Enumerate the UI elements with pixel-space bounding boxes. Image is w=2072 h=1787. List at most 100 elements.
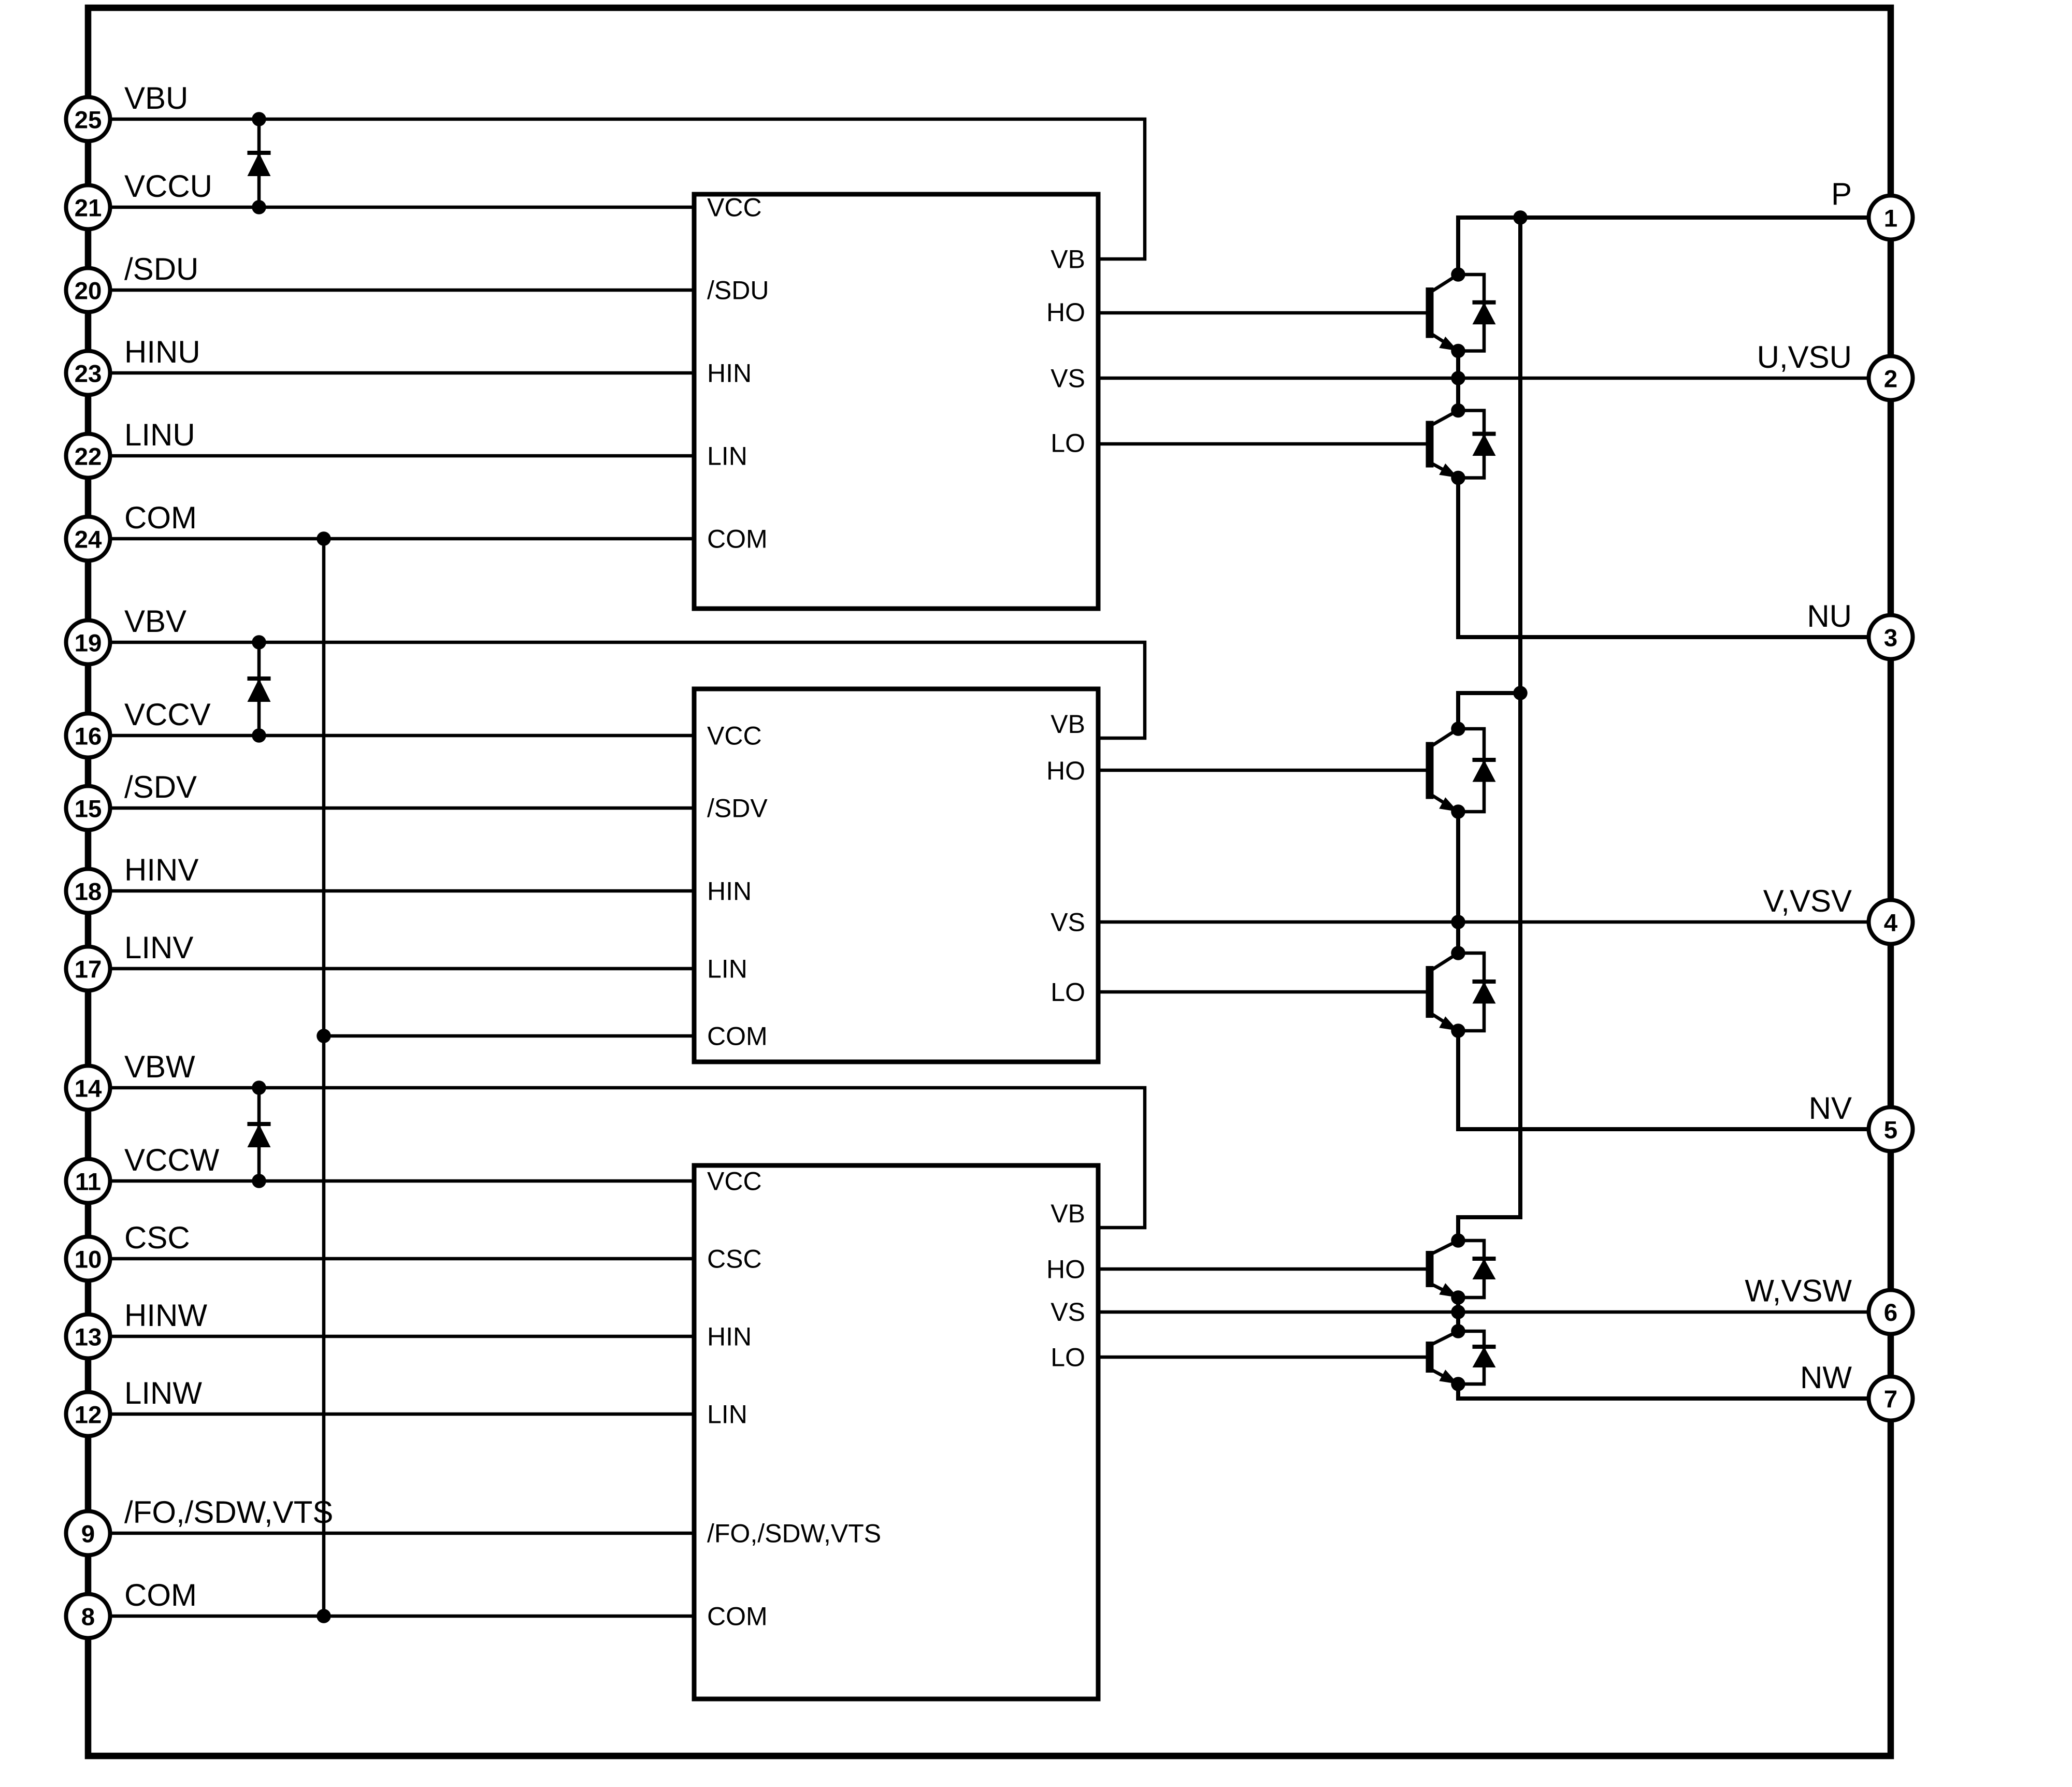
pin-23-label: HINU bbox=[124, 335, 200, 369]
pin-10-number: 10 bbox=[75, 1246, 102, 1274]
u-phase-driver-block: VCC /SDU HIN LIN COM VB HO VS LO bbox=[692, 192, 1101, 611]
w-block-csc-label: CSC bbox=[707, 1245, 762, 1274]
pin-2-number: 2 bbox=[1884, 366, 1897, 393]
u-block-vs-label: VS bbox=[1051, 364, 1085, 393]
pin-6-number: 6 bbox=[1884, 1299, 1897, 1327]
w-phase-driver-block: VCC CSC HIN LIN /FO,/SDW,VTS COM VB HO V… bbox=[692, 1163, 1101, 1702]
u-block-lo-label: LO bbox=[1051, 429, 1085, 458]
pin-7: 7 NW bbox=[1800, 1360, 1915, 1423]
pin-14: 14 VBW bbox=[64, 1049, 195, 1112]
v-block-vs-label: VS bbox=[1051, 908, 1085, 937]
pin-7-number: 7 bbox=[1884, 1386, 1897, 1414]
w-block-lin-label: LIN bbox=[707, 1400, 747, 1429]
pin-12: 12 LINW bbox=[64, 1376, 202, 1438]
pin-22-label: LINU bbox=[124, 417, 195, 452]
u-n-rail bbox=[1456, 478, 1869, 639]
pin-14-number: 14 bbox=[75, 1075, 102, 1103]
pin-2-label: U,VSU bbox=[1757, 340, 1852, 374]
pin-1-number: 1 bbox=[1884, 205, 1897, 233]
w-block-vb-label: VB bbox=[1051, 1199, 1085, 1228]
pin-15-number: 15 bbox=[75, 796, 102, 823]
pin-19-label: VBV bbox=[124, 604, 186, 639]
pin-24: 24 COM bbox=[64, 500, 197, 563]
pin-10: 10 CSC bbox=[64, 1220, 190, 1283]
w-block-vcc-label: VCC bbox=[707, 1167, 762, 1196]
bootstrap-diode-w bbox=[247, 1080, 271, 1188]
pin-10-label: CSC bbox=[124, 1220, 190, 1255]
pin-20-number: 20 bbox=[75, 278, 102, 305]
pin-12-label: LINW bbox=[124, 1376, 202, 1410]
u-block-com-label: COM bbox=[707, 525, 768, 554]
pin-18: 18 HINV bbox=[64, 853, 198, 915]
pin-5: 5 NV bbox=[1809, 1091, 1915, 1154]
right-pins: 1 P 2 U,VSU 3 NU 4 V,VSV 5 NV 6 W,VSW bbox=[1745, 177, 1915, 1423]
driver-output-wires bbox=[1098, 311, 1869, 1359]
igbt-w-low bbox=[1426, 1329, 1496, 1386]
pin-24-number: 24 bbox=[75, 526, 102, 554]
v-n-rail bbox=[1456, 1031, 1869, 1131]
w-block-vs-label: VS bbox=[1051, 1298, 1085, 1327]
pin-23-number: 23 bbox=[75, 361, 102, 388]
igbt-u-high bbox=[1426, 272, 1496, 353]
pin-16-number: 16 bbox=[75, 723, 102, 751]
pin-14-label: VBW bbox=[124, 1049, 195, 1084]
pin-16-label: VCCV bbox=[124, 697, 211, 732]
pin-5-number: 5 bbox=[1884, 1117, 1897, 1144]
junction-dot bbox=[316, 531, 331, 546]
u-block-vb-label: VB bbox=[1051, 245, 1085, 274]
rail-junction-dots bbox=[1451, 267, 1465, 1391]
pin-15: 15 /SDV bbox=[64, 770, 197, 832]
bootstrap-diode-u bbox=[247, 112, 271, 214]
igbt-v-low bbox=[1426, 951, 1496, 1033]
p-drop-to-v-high bbox=[1456, 218, 1522, 729]
com-bus bbox=[316, 531, 694, 1623]
pin-17-number: 17 bbox=[75, 956, 102, 984]
pin-6: 6 W,VSW bbox=[1745, 1274, 1915, 1336]
w-block-hin-label: HIN bbox=[707, 1322, 752, 1351]
pin-22: 22 LINU bbox=[64, 417, 195, 480]
pin-11-label: VCCW bbox=[124, 1143, 220, 1177]
pin-25-label: VBU bbox=[124, 81, 188, 116]
pin-20-label: /SDU bbox=[124, 252, 198, 286]
v-block-vcc-label: VCC bbox=[707, 722, 762, 751]
pin-12-number: 12 bbox=[75, 1402, 102, 1429]
pin-16: 16 VCCV bbox=[64, 697, 211, 760]
junction-dot bbox=[1513, 686, 1528, 700]
pin-9: 9 /FO,/SDW,VTS bbox=[64, 1495, 333, 1558]
u-block-ho-label: HO bbox=[1046, 298, 1085, 327]
junction-dot bbox=[316, 1029, 331, 1043]
pin-21-label: VCCU bbox=[124, 169, 212, 204]
junction-dot bbox=[1513, 210, 1528, 225]
w-block-com-label: COM bbox=[707, 1602, 768, 1631]
pin-21: 21 VCCU bbox=[64, 169, 212, 232]
pin-25-number: 25 bbox=[75, 107, 102, 134]
igbt-w-high bbox=[1426, 1238, 1496, 1300]
pin-11-number: 11 bbox=[75, 1169, 101, 1196]
v-block-vb-label: VB bbox=[1051, 710, 1085, 739]
p-bus bbox=[1456, 210, 1869, 1241]
driver-blocks: VCC /SDU HIN LIN COM VB HO VS LO VCC /SD… bbox=[692, 192, 1101, 1702]
left-pin-wires bbox=[110, 117, 1147, 1618]
wire-vbu bbox=[110, 117, 1147, 261]
u-block-vcc-label: VCC bbox=[707, 193, 762, 222]
pin-20: 20 /SDU bbox=[64, 252, 198, 314]
pin-21-number: 21 bbox=[75, 195, 102, 222]
pin-25: 25 VBU bbox=[64, 81, 188, 143]
pin-8: 8 COM bbox=[64, 1578, 197, 1640]
u-block-sd-label: /SDU bbox=[707, 276, 769, 305]
pin-18-label: HINV bbox=[124, 853, 198, 887]
v-block-com-label: COM bbox=[707, 1022, 768, 1051]
pin-8-number: 8 bbox=[81, 1604, 95, 1631]
pin-17: 17 LINV bbox=[64, 930, 193, 993]
pin-8-label: COM bbox=[124, 1578, 197, 1612]
pin-13-label: HINW bbox=[124, 1298, 207, 1333]
w-block-lo-label: LO bbox=[1051, 1343, 1085, 1372]
pin-3: 3 NU bbox=[1807, 599, 1915, 661]
pin-1-label: P bbox=[1831, 177, 1852, 211]
pin-18-number: 18 bbox=[75, 878, 102, 906]
pin-19-number: 19 bbox=[75, 630, 102, 657]
w-block-fo-label: /FO,/SDW,VTS bbox=[707, 1519, 881, 1548]
wire-vbv bbox=[110, 640, 1147, 740]
pin-9-number: 9 bbox=[81, 1521, 95, 1548]
